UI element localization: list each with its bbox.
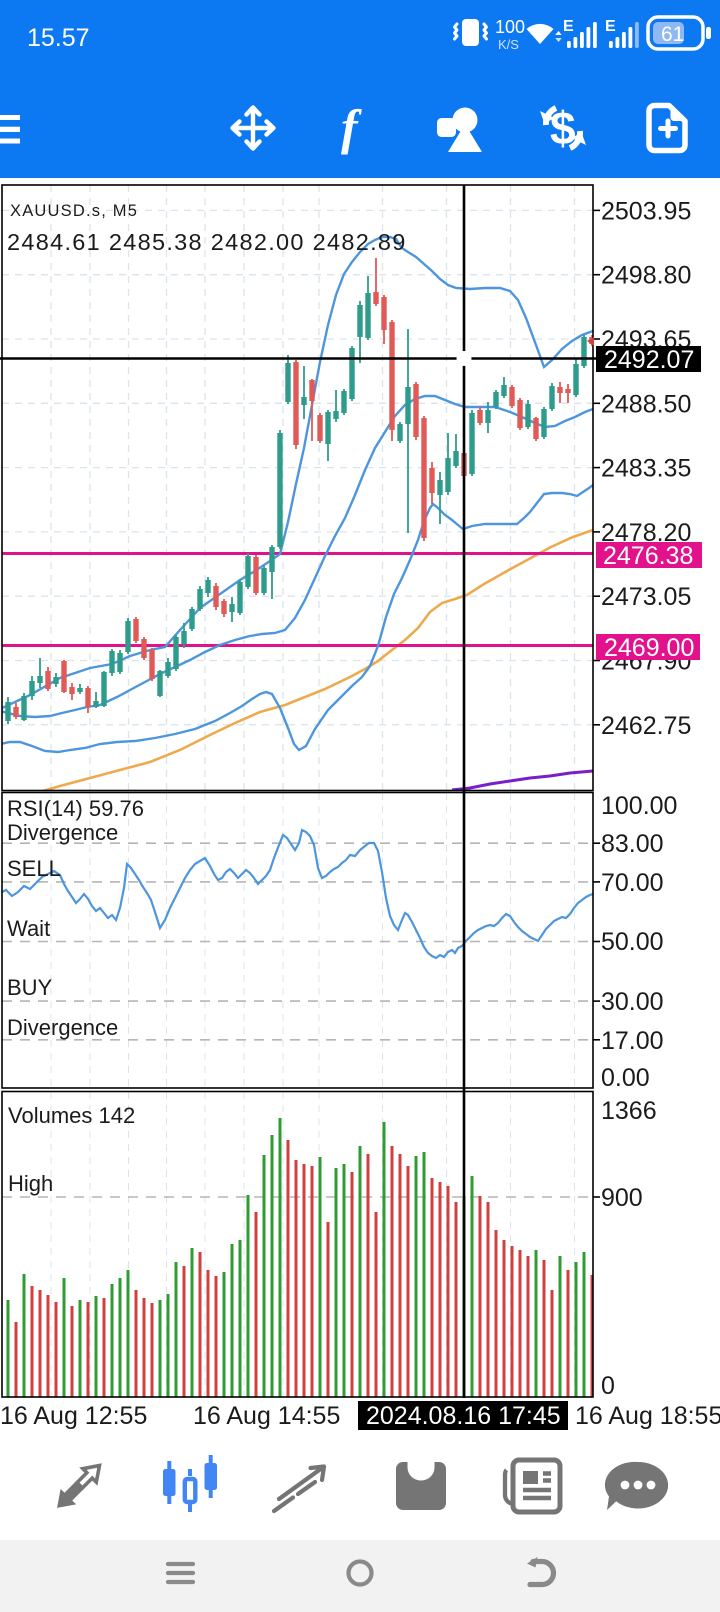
svg-text:2492.07: 2492.07 [604, 346, 694, 374]
svg-text:30.00: 30.00 [601, 988, 664, 1016]
svg-text:0: 0 [601, 1372, 615, 1400]
svg-text:Divergence: Divergence [7, 1015, 118, 1040]
svg-text:2498.80: 2498.80 [601, 262, 691, 290]
svg-text:100: 100 [495, 17, 525, 37]
svg-text:BUY: BUY [7, 975, 53, 1000]
svg-text:RSI(14) 59.76: RSI(14) 59.76 [7, 796, 144, 821]
svg-text:Divergence: Divergence [7, 820, 118, 845]
svg-text:2483.35: 2483.35 [601, 455, 691, 483]
svg-text:83.00: 83.00 [601, 830, 664, 858]
svg-text:High: High [8, 1171, 53, 1196]
svg-text:100.00: 100.00 [601, 792, 677, 820]
svg-text:E: E [605, 18, 616, 35]
svg-text:16 Aug 12:55: 16 Aug 12:55 [0, 1402, 147, 1430]
svg-text:16 Aug 18:55: 16 Aug 18:55 [575, 1402, 720, 1430]
svg-text:K/S: K/S [498, 37, 519, 52]
svg-text:2473.05: 2473.05 [601, 583, 691, 611]
svg-text:Volumes 142: Volumes 142 [8, 1103, 135, 1128]
svg-text:50.00: 50.00 [601, 928, 664, 956]
svg-text:f: f [341, 100, 362, 155]
svg-text:E: E [563, 18, 574, 35]
svg-text:SELL: SELL [7, 856, 61, 881]
svg-text:70.00: 70.00 [601, 869, 664, 897]
svg-text:2476.38: 2476.38 [603, 542, 693, 570]
svg-text:16 Aug 14:55: 16 Aug 14:55 [193, 1402, 340, 1430]
svg-text:2488.50: 2488.50 [601, 390, 691, 418]
svg-text:0.00: 0.00 [601, 1064, 650, 1092]
svg-text:2469.00: 2469.00 [604, 634, 694, 662]
svg-text:17.00: 17.00 [601, 1027, 664, 1055]
svg-text:2484.61 2485.38 2482.00 2482.8: 2484.61 2485.38 2482.00 2482.89 [7, 229, 407, 255]
svg-text:XAUUSD.s, M5: XAUUSD.s, M5 [10, 202, 138, 220]
svg-text:2462.75: 2462.75 [601, 712, 691, 740]
svg-text:1366: 1366 [601, 1097, 657, 1125]
svg-text:61: 61 [661, 23, 684, 46]
svg-text:2024.08.16 17:45: 2024.08.16 17:45 [366, 1402, 561, 1430]
svg-text:900: 900 [601, 1184, 643, 1212]
svg-text:Wait: Wait [7, 916, 50, 941]
svg-text:2503.95: 2503.95 [601, 197, 691, 225]
